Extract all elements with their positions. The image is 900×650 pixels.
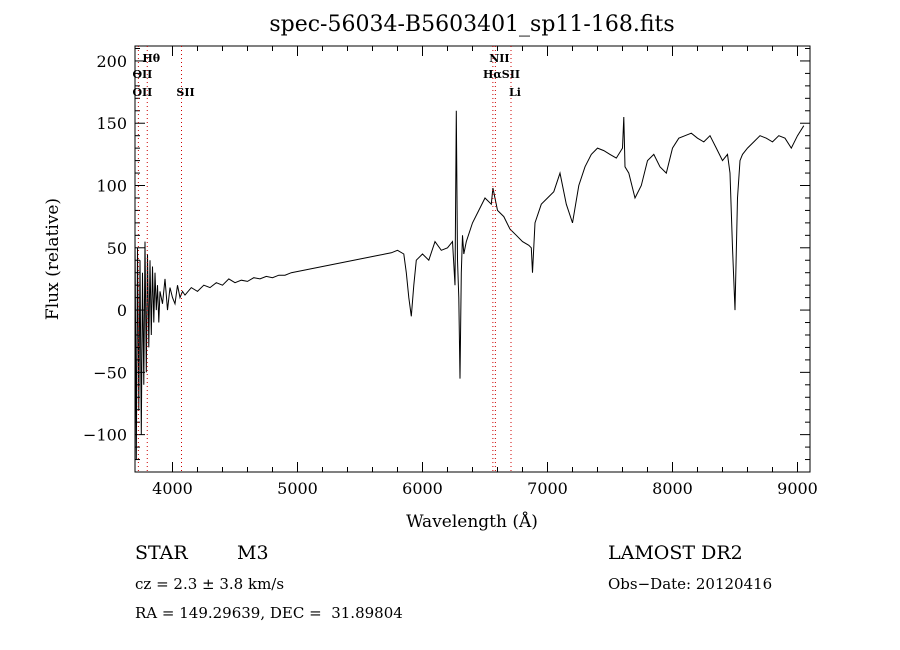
x-tick-label: 5000 — [277, 479, 318, 498]
line-label: Hθ — [142, 52, 160, 65]
redshift-value: cz = 2.3 ± 3.8 km/s — [135, 575, 285, 593]
line-label: OII — [132, 68, 152, 81]
survey-name: LAMOST DR2 — [608, 542, 743, 564]
plot-frame — [134, 45, 811, 473]
object-class: STAR — [135, 542, 188, 564]
line-label: Li — [509, 86, 521, 99]
y-tick-label: −100 — [83, 426, 127, 445]
spectral-line-labels: Hθ OII OII SII NII HαSII Li — [132, 52, 521, 99]
line-label: NII — [489, 52, 509, 65]
y-tick-label: 100 — [96, 177, 127, 196]
x-axis: 4000 5000 6000 7000 8000 9000 — [152, 46, 818, 498]
spectrum-chart: spec-56034-B5603401_sp11-168.fits 4000 50… — [43, 12, 818, 532]
y-tick-label: −50 — [93, 363, 127, 382]
coordinates: RA = 149.29639, DEC = 31.89804 — [135, 604, 403, 622]
y-tick-label: 200 — [96, 52, 127, 71]
object-subclass: M3 — [237, 542, 269, 564]
line-label: HαSII — [483, 68, 520, 81]
y-axis-label: Flux (relative) — [43, 198, 63, 320]
x-tick-label: 6000 — [402, 479, 443, 498]
observation-date: Obs−Date: 20120416 — [608, 575, 773, 593]
chart-title: spec-56034-B5603401_sp11-168.fits — [269, 12, 674, 37]
line-label: OII — [132, 86, 152, 99]
line-label: SII — [176, 86, 194, 99]
y-axis: −100 −50 0 50 100 150 200 — [83, 47, 810, 461]
x-axis-label: Wavelength (Å) — [406, 511, 538, 532]
y-tick-label: 50 — [107, 239, 127, 258]
x-tick-label: 7000 — [527, 479, 568, 498]
y-tick-label: 0 — [117, 301, 127, 320]
y-tick-label: 150 — [96, 114, 127, 133]
x-tick-label: 4000 — [152, 479, 193, 498]
x-tick-label: 9000 — [777, 479, 818, 498]
x-tick-label: 8000 — [652, 479, 693, 498]
spectrum-line-0 — [135, 110, 805, 460]
spectral-line-markers — [137, 46, 512, 472]
